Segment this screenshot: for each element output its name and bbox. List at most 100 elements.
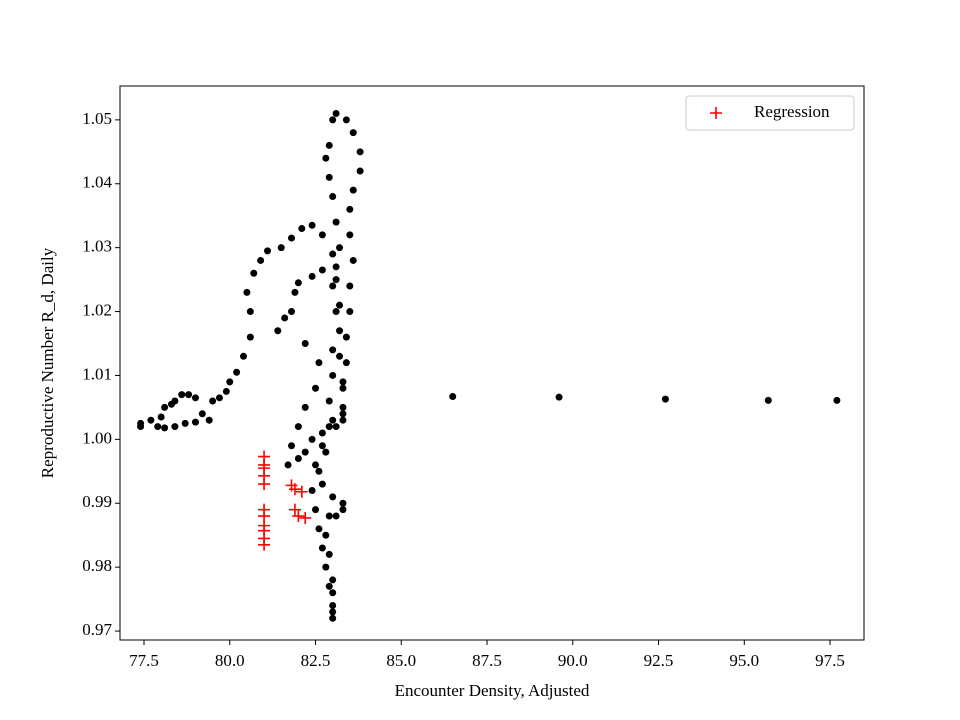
dot-marker: [332, 218, 340, 226]
dot-marker: [336, 327, 344, 335]
dot-marker: [246, 333, 254, 341]
dot-marker: [226, 378, 234, 386]
dot-marker: [332, 423, 340, 431]
dot-marker: [325, 397, 333, 405]
dot-marker: [329, 493, 337, 501]
dot-marker: [332, 263, 340, 271]
dot-marker: [661, 395, 669, 403]
dot-marker: [346, 308, 354, 316]
dot-marker: [318, 544, 326, 552]
dot-marker: [257, 256, 265, 264]
dot-marker: [243, 288, 251, 296]
dot-marker: [339, 416, 347, 424]
dot-marker: [185, 391, 193, 399]
dot-marker: [329, 589, 337, 597]
dot-marker: [315, 467, 323, 475]
x-tick-label: 77.5: [129, 651, 159, 670]
dot-marker: [198, 410, 206, 418]
dot-marker: [449, 393, 457, 401]
plus-marker: [292, 510, 305, 523]
dot-marker: [322, 448, 330, 456]
dot-marker: [312, 461, 320, 469]
plus-marker: [288, 483, 301, 496]
dot-marker: [329, 608, 337, 616]
dot-marker: [291, 288, 299, 296]
dot-marker: [263, 247, 271, 255]
dot-marker: [332, 276, 340, 284]
dot-marker: [346, 231, 354, 239]
dot-marker: [288, 442, 296, 450]
dot-marker: [336, 244, 344, 252]
dot-marker: [209, 397, 217, 405]
plus-marker: [288, 503, 301, 516]
dot-marker: [178, 391, 186, 399]
dot-marker: [325, 550, 333, 558]
dot-marker: [191, 418, 199, 426]
dot-marker: [181, 419, 189, 427]
dot-marker: [329, 576, 337, 584]
x-tick-label: 82.5: [301, 651, 331, 670]
plus-marker: [258, 538, 271, 551]
y-tick-label: 0.99: [82, 492, 112, 511]
dot-marker: [342, 116, 350, 124]
dot-marker: [312, 506, 320, 514]
dot-marker: [764, 396, 772, 404]
dot-marker: [325, 423, 333, 431]
dot-marker: [205, 416, 213, 424]
dot-marker: [308, 221, 316, 229]
y-tick-label: 1.03: [82, 237, 112, 256]
dot-marker: [555, 393, 563, 401]
dot-marker: [322, 531, 330, 539]
legend-marker: [710, 107, 722, 119]
dot-marker: [298, 224, 306, 232]
dot-marker: [301, 448, 309, 456]
dot-marker: [346, 205, 354, 213]
dot-marker: [339, 499, 347, 507]
dot-marker: [222, 387, 230, 395]
dot-marker: [250, 269, 258, 277]
dot-marker: [308, 435, 316, 443]
x-axis-label: Encounter Density, Adjusted: [395, 681, 590, 700]
dot-marker: [329, 282, 337, 290]
dot-marker: [191, 394, 199, 402]
dot-marker: [332, 109, 340, 117]
dot-marker: [332, 308, 340, 316]
dot-marker: [239, 352, 247, 360]
dot-marker: [339, 378, 347, 386]
dot-marker: [332, 512, 340, 520]
dot-marker: [342, 333, 350, 341]
dot-marker: [157, 413, 165, 421]
dot-marker: [325, 141, 333, 149]
dot-marker: [322, 563, 330, 571]
dot-marker: [336, 301, 344, 309]
dot-marker: [281, 314, 289, 322]
dot-marker: [325, 512, 333, 520]
y-tick-label: 1.01: [82, 364, 112, 383]
plot-frame: [119, 85, 865, 641]
dot-marker: [329, 250, 337, 258]
dot-marker: [349, 186, 357, 194]
y-tick-label: 1.02: [82, 300, 112, 319]
dot-marker: [318, 429, 326, 437]
dot-marker: [329, 116, 337, 124]
dot-marker: [349, 256, 357, 264]
dot-marker: [318, 231, 326, 239]
dot-marker: [339, 403, 347, 411]
dot-marker: [161, 424, 169, 432]
dot-marker: [171, 423, 179, 431]
plus-marker: [258, 478, 271, 491]
dot-marker: [315, 525, 323, 533]
dot-marker: [308, 272, 316, 280]
dot-marker: [233, 368, 241, 376]
x-tick-label: 80.0: [215, 651, 245, 670]
dot-marker: [288, 308, 296, 316]
x-tick-label: 90.0: [558, 651, 588, 670]
dot-marker: [318, 442, 326, 450]
dot-marker: [315, 359, 323, 367]
dot-marker: [147, 416, 155, 424]
dot-marker: [329, 601, 337, 609]
dot-marker: [294, 455, 302, 463]
dot-marker: [329, 371, 337, 379]
dot-marker: [325, 173, 333, 181]
plus-marker: [295, 485, 308, 498]
